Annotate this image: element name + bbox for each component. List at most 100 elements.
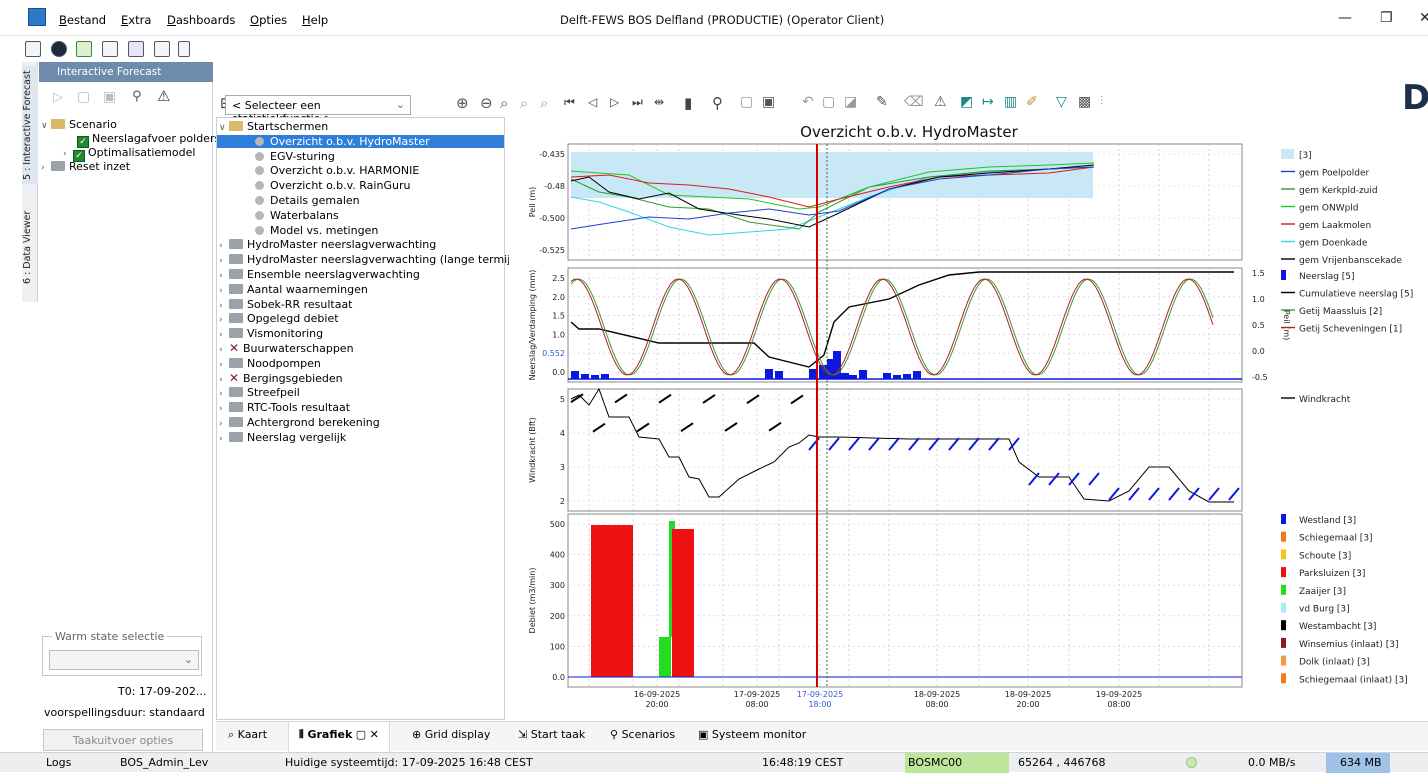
alert-icon[interactable]: ⚠ [934, 94, 947, 110]
minimize-button[interactable]: — [1338, 10, 1352, 26]
display-tree-item[interactable]: › RTC-Tools resultaat [219, 401, 350, 417]
marker-icon[interactable]: ▮ [684, 94, 693, 112]
tab-kaart[interactable]: ⌕ Kaart [228, 728, 268, 741]
close-button[interactable]: ✕ [1419, 10, 1428, 26]
chevron-right-icon[interactable]: › [219, 433, 223, 444]
zoom-y-icon[interactable]: ⌕ [540, 94, 549, 112]
tab-interactive-forecast[interactable]: 5 : Interactive Forecast [22, 66, 38, 184]
zoom-in-icon[interactable]: ⊕ [456, 94, 469, 112]
display-tree-item[interactable]: EGV-sturing [217, 150, 504, 164]
globe-icon[interactable] [51, 41, 67, 57]
brush-icon[interactable]: ✐ [1026, 94, 1038, 110]
chevron-down-icon[interactable]: ∨ [219, 123, 226, 133]
last-icon[interactable]: ⏭ [632, 95, 643, 109]
pencil-icon[interactable]: ✎ [876, 94, 888, 110]
display-tree-item[interactable]: › ✕ Bergingsgebieden [219, 371, 343, 388]
tab-systeem-monitor[interactable]: ▣ Systeem monitor [698, 728, 807, 741]
statistics-select[interactable]: < Selecteer een statistiekfunctie >⌄ [225, 95, 411, 125]
wrench-icon[interactable]: ⚲ [132, 89, 142, 104]
edit-chart-icon[interactable]: ◪ [844, 94, 858, 110]
display-tree-item[interactable]: › Opgelegd debiet [219, 312, 339, 328]
menu-dashboards[interactable]: Dashboards [167, 13, 236, 27]
tree-optimalisatie[interactable]: › ✓ Optimalisatiemodel [63, 146, 196, 162]
play-icon[interactable]: ▷ [53, 90, 63, 105]
zoom-x-icon[interactable]: ⌕ [520, 94, 529, 112]
bar-icon[interactable]: ▥ [1004, 94, 1018, 110]
search-icon[interactable]: ⚲ [712, 94, 723, 112]
chart-svg[interactable]: Overzicht o.b.v. HydroMaster -0.435 -0.48 -… [509, 117, 1428, 720]
display-tree-item[interactable]: › Neerslag vergelijk [219, 431, 346, 447]
more-icon[interactable]: ⫶ [1100, 94, 1104, 108]
graph-icon[interactable] [128, 41, 144, 57]
fit-icon[interactable]: ⇹ [654, 95, 665, 109]
tree-neerslagafvoer[interactable]: ✓ Neerslagafvoer polders [77, 132, 220, 148]
chevron-right-icon[interactable]: › [219, 241, 223, 252]
warning-icon[interactable]: ⚠ [157, 87, 171, 105]
chevron-right-icon[interactable]: › [219, 271, 223, 281]
task-options-button[interactable]: Taakuitvoer opties [43, 729, 203, 751]
chevron-right-icon[interactable]: › [219, 345, 223, 355]
maximize-button[interactable]: ❐ [1380, 10, 1393, 26]
tree-reset-inzet[interactable]: › Reset inzet [41, 160, 131, 173]
hierarchy-icon[interactable] [76, 41, 92, 57]
tab-data-viewer[interactable]: 6 : Data Viewer [22, 210, 33, 284]
page-icon[interactable]: ▢ [740, 94, 754, 110]
display-tree-item[interactable]: › Vismonitoring [219, 327, 323, 343]
eraser-icon[interactable]: ⌫ [904, 94, 924, 110]
tab-scenarios[interactable]: ⚲ Scenarios [610, 728, 676, 741]
save-icon[interactable]: ▢ [77, 89, 91, 105]
chevron-right-icon[interactable]: › [219, 330, 223, 341]
display-tree-item[interactable]: › Noodpompen [219, 357, 321, 373]
display-tree-item[interactable]: › HydroMaster neerslagverwachting (lange … [219, 253, 522, 269]
chevron-right-icon[interactable]: › [219, 374, 223, 385]
filter-icon[interactable] [154, 41, 170, 57]
display-tree-item[interactable]: Overzicht o.b.v. HydroMaster [217, 134, 504, 149]
chevron-right-icon[interactable]: › [219, 315, 223, 326]
chevron-right-icon[interactable]: › [219, 256, 223, 267]
export-icon[interactable]: ↦ [982, 94, 994, 110]
chevron-right-icon[interactable]: › [219, 300, 223, 311]
display-tree-item[interactable]: › Aantal waarnemingen [219, 283, 368, 299]
chevron-right-icon[interactable]: › [219, 285, 223, 296]
save-chart-icon[interactable]: ▢ [822, 94, 836, 110]
report-icon[interactable]: ◩ [960, 94, 974, 110]
menu-extra[interactable]: Extra [121, 13, 152, 27]
chevron-right-icon[interactable]: › [219, 389, 223, 400]
zoom-rect-icon[interactable]: ⌕ [500, 94, 509, 112]
tab-grafiek[interactable]: ⫴ Grafiek ▢ ✕ [288, 722, 390, 752]
display-tree-item[interactable]: Overzicht o.b.v. HARMONIE [217, 164, 504, 178]
tab-close-icon[interactable]: ▢ ✕ [352, 728, 379, 741]
prev-icon[interactable]: ◁ [588, 95, 598, 109]
display-tree-item[interactable]: Details gemalen [217, 194, 504, 208]
display-tree-item[interactable]: › Streefpeil [219, 386, 300, 402]
warm-state-combo[interactable]: ⌄ [49, 650, 199, 670]
menu-opties[interactable]: Opties [250, 13, 288, 27]
document-icon[interactable] [178, 41, 190, 57]
display-tree-item[interactable]: › Ensemble neerslagverwachting [219, 268, 420, 284]
chevron-right-icon[interactable]: › [219, 419, 223, 429]
tree-scenario[interactable]: ∨ Scenario [41, 118, 117, 131]
tab-start-taak[interactable]: ⇲ Start taak [518, 728, 586, 741]
next-icon[interactable]: ▷ [610, 95, 620, 109]
undo-icon[interactable]: ↶ [802, 94, 814, 110]
zoom-out-icon[interactable]: ⊖ [480, 94, 493, 112]
display-tree-item[interactable]: › Sobek-RR resultaat [219, 298, 353, 314]
display-tree-item[interactable]: ∨ Startschermen [219, 120, 328, 136]
first-icon[interactable]: ⏮ [564, 95, 575, 109]
menu-bestand[interactable]: Bestand [59, 13, 107, 27]
display-tree-item[interactable]: › ✕ Buurwaterschappen [219, 341, 354, 358]
monitor-icon[interactable] [102, 41, 118, 57]
filter-chart-icon[interactable]: ▽ [1056, 94, 1067, 110]
tab-grid-display[interactable]: ⊕ Grid display [412, 728, 491, 741]
display-tree-item[interactable]: Overzicht o.b.v. RainGuru [217, 179, 504, 193]
display-tree-item[interactable]: › Achtergrond berekening [219, 416, 380, 432]
chevron-right-icon[interactable]: › [219, 359, 223, 370]
grid-icon[interactable]: ▩ [1078, 94, 1092, 110]
copy-icon[interactable]: ▣ [103, 89, 117, 105]
display-tree-item[interactable]: Waterbalans [217, 209, 504, 223]
chevron-right-icon[interactable]: › [219, 404, 223, 415]
clipboard-icon[interactable]: ▣ [762, 94, 776, 110]
display-tree-item[interactable]: Model vs. metingen [217, 224, 504, 238]
explorer-icon[interactable] [25, 41, 41, 57]
display-tree-item[interactable]: › HydroMaster neerslagverwachting [219, 238, 436, 254]
